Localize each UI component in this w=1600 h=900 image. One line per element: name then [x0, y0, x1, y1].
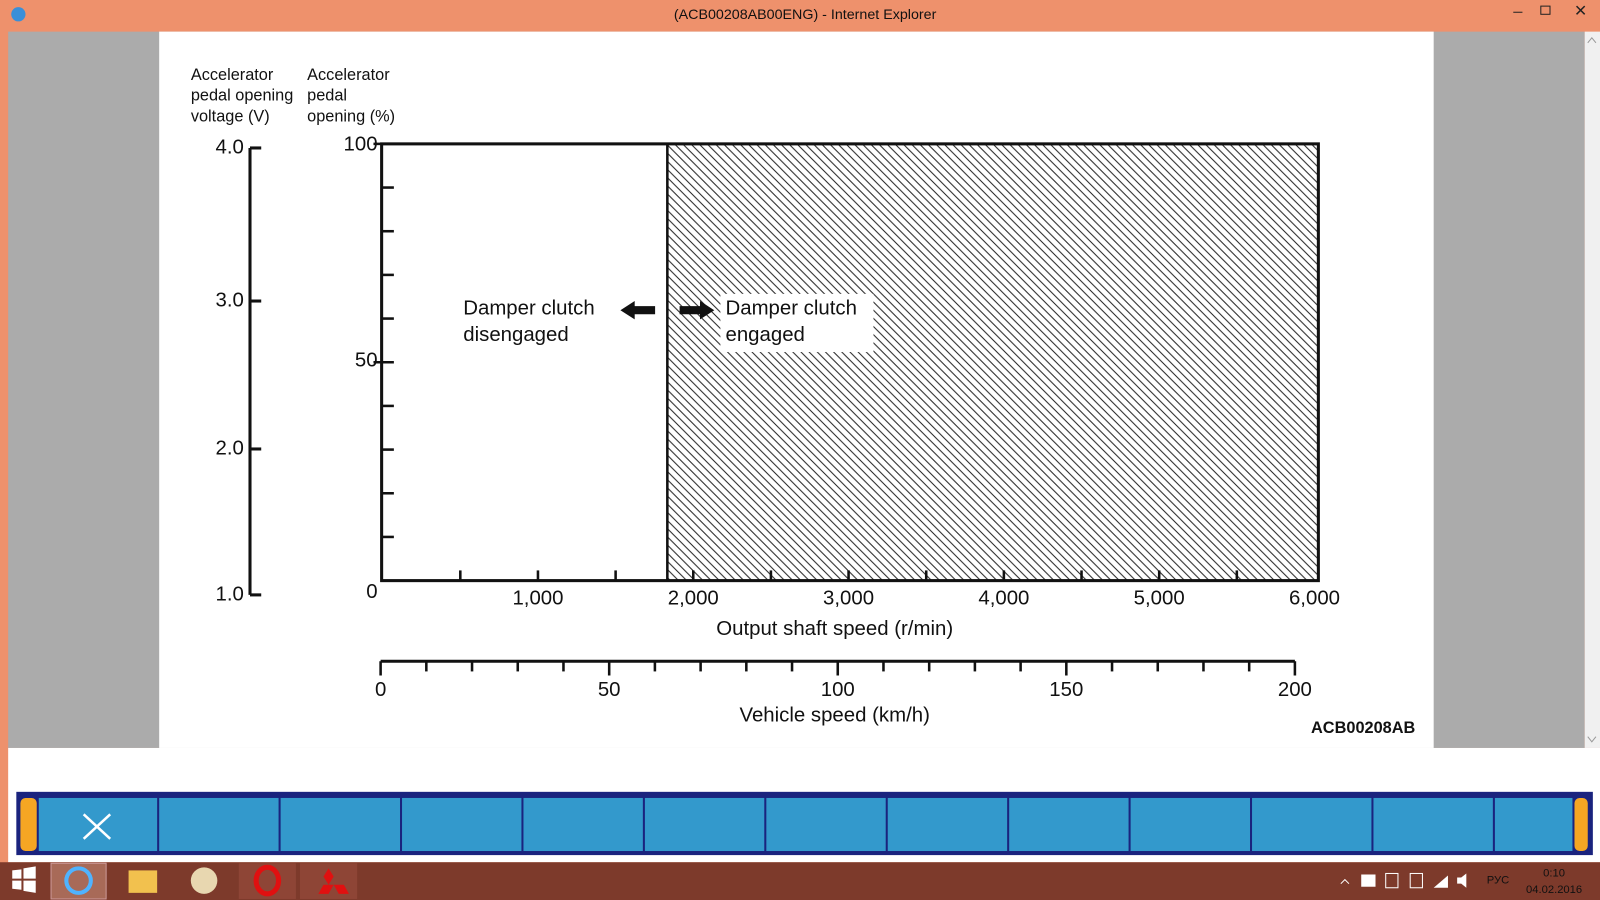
tray-network[interactable] [1433, 875, 1448, 888]
toolbar-button[interactable] [644, 797, 765, 852]
region-label: Damper clutch [726, 298, 857, 320]
taskbar-paint[interactable] [190, 867, 218, 894]
axis-title: pedal opening [191, 87, 294, 105]
tray-expand[interactable] [1340, 878, 1350, 885]
axis-title: voltage (V) [191, 108, 270, 126]
engaged-region [667, 143, 1319, 581]
toolbar-button[interactable] [159, 797, 279, 852]
tick-label: 3,000 [823, 587, 874, 609]
tick-label: 4,000 [978, 587, 1029, 609]
ie-taskbar-icon [64, 866, 93, 895]
tick-label: 4.0 [216, 136, 244, 158]
axis-title: Output shaft speed (r/min) [716, 618, 953, 640]
ie-icon [11, 7, 26, 22]
tick-label: 1,000 [512, 587, 563, 609]
toolbar-button[interactable] [1009, 797, 1129, 852]
close-button[interactable] [1575, 5, 1586, 15]
arrow-left [620, 301, 656, 320]
region-label: disengaged [463, 324, 568, 346]
label-background [720, 293, 874, 353]
taskbar-explorer[interactable] [128, 870, 158, 893]
tick-label: 150 [1049, 679, 1083, 701]
toolbar-cap-left [20, 797, 37, 852]
toolbar-button[interactable] [887, 797, 1008, 852]
scroll-arrows [1587, 36, 1597, 743]
toolbar-cap-right [1574, 797, 1588, 852]
toolbar-button[interactable] [280, 797, 400, 852]
axis-title: Accelerator [307, 66, 390, 84]
tick-label: 2.0 [216, 437, 244, 459]
tick-label: 1.0 [216, 583, 244, 605]
tray-volume[interactable] [1457, 873, 1467, 888]
axis-title: opening (%) [307, 108, 395, 126]
tray-icon[interactable] [1361, 874, 1376, 887]
maximize-button[interactable] [1540, 5, 1551, 15]
toolbar-button[interactable] [1373, 797, 1493, 852]
tick-label: 50 [598, 679, 621, 701]
toolbar-button[interactable] [1130, 797, 1250, 852]
tick-label: 100 [821, 679, 855, 701]
tick-label: 0 [366, 581, 377, 603]
taskbar-mitsubishi[interactable] [318, 868, 349, 894]
clock-date[interactable]: 04.02.2016 [1526, 884, 1582, 896]
window-title: (ACB00208AB00ENG) - Internet Explorer [674, 7, 937, 23]
region-label: engaged [726, 324, 805, 346]
toolbar-buttons [38, 797, 1573, 852]
tick-label: 3.0 [216, 289, 244, 311]
tray-power[interactable] [1409, 872, 1423, 889]
diagram: Accelerator pedal opening voltage (V) Accel… [191, 66, 1416, 737]
toolbar-button[interactable] [766, 797, 886, 852]
figure-id: ACB00208AB [1311, 719, 1415, 737]
arrow-right [679, 301, 715, 320]
tick-label: 0 [375, 679, 386, 701]
axis-title: Accelerator [191, 66, 274, 84]
tick-label: 5,000 [1134, 587, 1185, 609]
tick-label: 50 [355, 350, 378, 372]
language-indicator[interactable]: РУС [1487, 875, 1509, 887]
start-button[interactable] [12, 866, 36, 893]
axis-title: Vehicle speed (km/h) [739, 705, 929, 727]
toolbar-button[interactable] [1252, 797, 1372, 852]
tick-label: 6,000 [1289, 587, 1340, 609]
tick-label: 2,000 [668, 587, 719, 609]
tick-label: 100 [344, 133, 378, 155]
region-label: Damper clutch [463, 298, 594, 320]
taskbar-opera[interactable] [253, 864, 282, 897]
toolbar-button[interactable] [1494, 797, 1573, 852]
toolbar-button[interactable] [402, 797, 522, 852]
tick-label: 200 [1278, 679, 1312, 701]
axis-title: pedal [307, 87, 347, 105]
toolbar-button[interactable] [523, 797, 643, 852]
tray-flag[interactable] [1385, 872, 1399, 889]
scrollbar[interactable] [1584, 31, 1600, 748]
exit-icon [82, 813, 112, 840]
clock-time[interactable]: 0:10 [1543, 867, 1565, 879]
